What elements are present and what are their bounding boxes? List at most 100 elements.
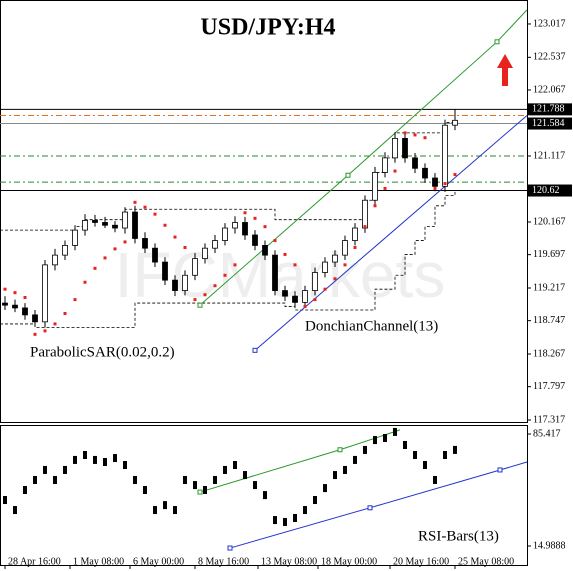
rsi-tick-label: 14.9888 [533,540,566,551]
sar-dot [423,136,427,140]
rsi-bar [73,455,77,464]
sar-dot [343,263,347,267]
sar-dot [393,169,397,173]
x-tick-label: 13 May 08:00 [261,556,317,567]
rsi-bar [123,461,127,470]
candle-body [162,261,168,281]
level-box [528,117,572,130]
y-tick-label: 122.537 [533,52,566,63]
candle-body [152,247,158,263]
candle-body [412,157,418,169]
rsi-bar [143,485,147,494]
sar-dot [163,223,167,227]
sar-dot [193,298,197,302]
candle-body [2,302,8,306]
rsi-trendline-point [497,467,503,473]
x-tick-label: 20 May 16:00 [393,556,449,567]
y-tick-label: 117.797 [533,381,565,392]
candle-body [452,119,458,126]
candle-body [442,124,448,187]
rsi-bar [133,475,137,484]
sar-dot [363,225,367,229]
sar-dot [353,245,357,249]
y-tick-label: 117.317 [533,414,565,425]
sar-dot [223,273,227,277]
level-box [528,103,572,116]
y-tick-label: 119.697 [533,249,565,260]
rsi-bar [113,454,117,463]
trendline [254,115,528,351]
candle-body [302,290,308,303]
rsi-bar [3,496,7,505]
sar-dot [183,245,187,249]
rsi-bar [193,481,197,490]
sar-dot [243,211,247,215]
x-tick-label: 28 Apr 16:00 [8,556,61,567]
candle-body [182,274,188,291]
candle-body [282,290,288,297]
sar-dot [43,329,47,333]
sar-dot [283,252,287,256]
y-tick-label: 122.067 [533,84,566,95]
sar-dot [403,131,407,135]
sar-dot [323,287,327,291]
rsi-bar [343,465,347,474]
rsi-bar [153,506,157,515]
rsi-bar [23,485,27,494]
rsi-bar [353,455,357,464]
rsi-bar [453,445,457,454]
candle-body [52,254,58,266]
candle-body [222,227,228,241]
rsi-bar [413,451,417,460]
sar-dot [73,298,77,302]
rsi-bar [83,451,87,460]
x-tick-label: 25 May 08:00 [458,556,514,567]
candle-body [102,222,108,226]
price-frame [0,0,528,423]
y-tick-label: 120.167 [533,216,566,227]
up-arrow [497,54,513,86]
candle-body [132,211,138,239]
sar-dot [103,256,107,260]
y-tick-label: 118.747 [533,315,565,326]
candle-body [382,157,388,173]
rsi-bar [383,433,387,442]
rsi-trendline-point [197,489,203,495]
candle-body [322,261,328,273]
y-tick-label: 121.117 [533,150,565,161]
x-tick-label: 1 May 08:00 [73,556,124,567]
candle-body [372,172,378,201]
level-label: 121.584 [532,118,565,129]
candle-body [122,211,128,229]
candle-body [72,229,78,246]
candle-body [202,247,208,260]
trendline-point [345,172,351,178]
rsi-trendline [199,429,401,493]
rsi-trendline [229,461,528,549]
rsi-bar [303,506,307,515]
sar-dot [263,225,267,229]
candle-body [332,254,338,263]
rsi-bar [313,496,317,505]
rsi-bar [243,471,247,480]
trendline-point [494,39,500,45]
sar-dot [303,305,307,309]
sar-dot [33,332,37,336]
candle-body [242,222,248,236]
sar-dot [23,296,27,300]
level-box [528,184,572,197]
candle-body [32,314,38,323]
sar-dot [113,247,117,251]
candle-body [342,240,348,256]
sar-dot [13,291,17,295]
sar-dot [63,311,67,315]
rsi-bar [173,506,177,515]
candle-body [312,272,318,291]
sar-dot [53,322,57,326]
sar-dot [123,240,127,244]
sar-dot [233,263,237,267]
donchian-upper [0,115,456,231]
candle-body [432,177,438,187]
rsi-bar [43,465,47,474]
